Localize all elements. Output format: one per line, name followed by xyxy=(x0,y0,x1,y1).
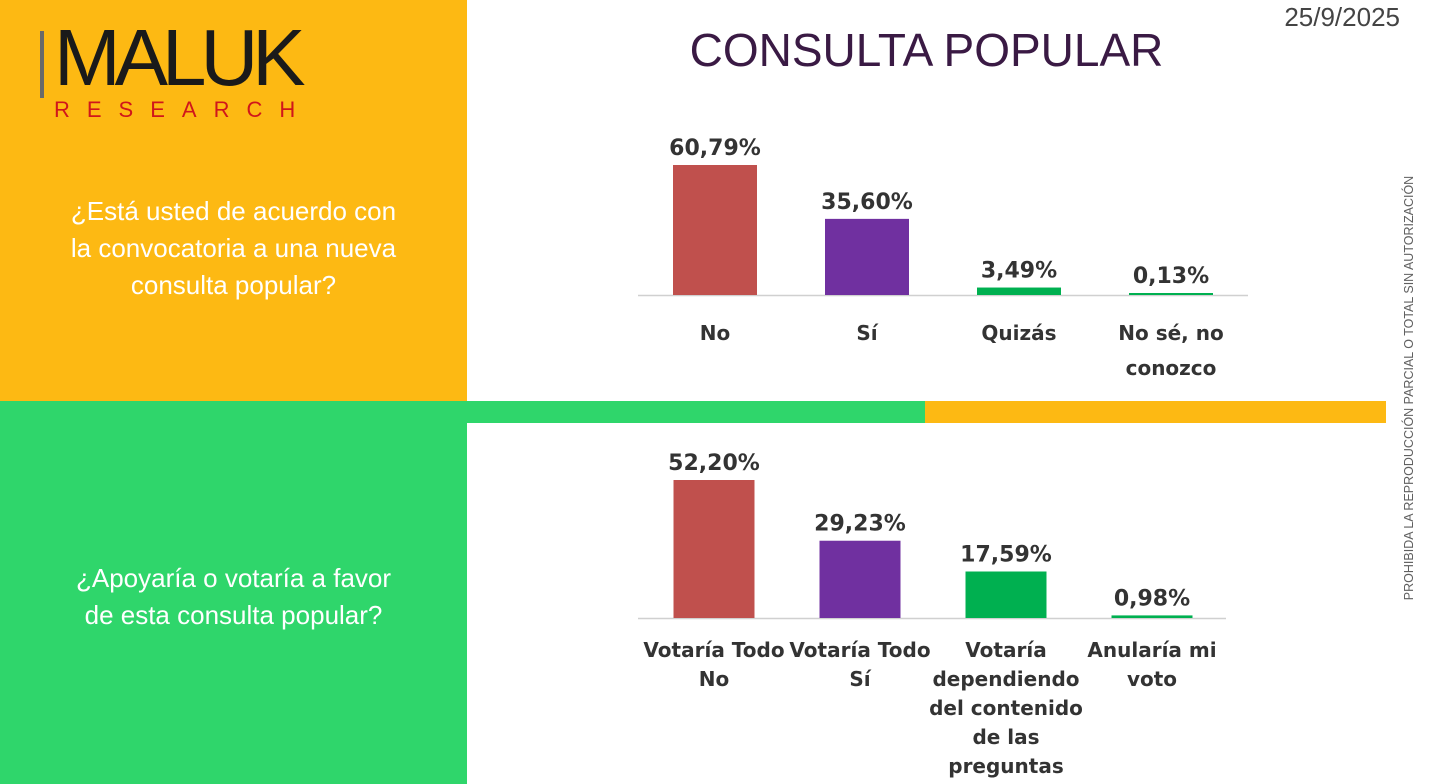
chart-1-bar-1 xyxy=(673,165,757,295)
chart-2-category-label-4: Anularía mi xyxy=(1087,638,1216,662)
logo-bar xyxy=(40,31,44,98)
chart-1-value-label-2: 35,60% xyxy=(821,190,913,215)
chart-2-category-label-2: Votaría Todo xyxy=(789,638,930,662)
chart-2-value-label-4: 0,98% xyxy=(1114,586,1190,611)
chart-1-bar-2 xyxy=(825,218,909,295)
chart-2-value-label-1: 52,20% xyxy=(668,451,760,476)
question-panel-bottom xyxy=(0,401,467,784)
chart-2-category-label-1: Votaría Todo xyxy=(643,638,784,662)
divider-strip-green xyxy=(467,401,925,423)
chart-2-value-label-3: 17,59% xyxy=(960,542,1052,567)
chart-1-value-label-4: 0,13% xyxy=(1133,264,1209,289)
chart-2-bar-4 xyxy=(1111,615,1193,618)
chart-1-bar-3 xyxy=(977,287,1061,295)
logo-subtitle: RESEARCH xyxy=(54,97,313,122)
chart-2-category-label-3: Votaría xyxy=(965,638,1046,662)
chart-1-category-label-3: Quizás xyxy=(981,321,1056,345)
chart-1-category-label-4: No sé, no xyxy=(1118,321,1223,345)
chart-1-category-label-4: conozco xyxy=(1126,356,1217,380)
chart-2-category-label-3: de las xyxy=(972,725,1039,749)
chart-2-bar-3 xyxy=(965,571,1047,618)
question-1: ¿Está usted de acuerdo con la convocator… xyxy=(70,196,397,300)
chart-1-bar-4 xyxy=(1129,293,1213,295)
question-panel-top xyxy=(0,0,467,401)
chart-2-category-label-3: dependiendo xyxy=(932,667,1079,691)
chart-2-bar-1 xyxy=(673,480,755,618)
chart-1-category-label-2: Sí xyxy=(856,321,878,345)
chart-2-category-label-1: No xyxy=(699,667,729,691)
chart-2-category-label-3: preguntas xyxy=(948,754,1064,778)
report-date: 25/9/2025 xyxy=(1284,2,1400,32)
chart-2-category-label-3: del contenido xyxy=(929,696,1083,720)
page-title: CONSULTA POPULAR xyxy=(689,24,1164,76)
chart-1-category-label-1: No xyxy=(700,321,730,345)
chart-1-value-label-3: 3,49% xyxy=(981,259,1057,284)
logo-wordmark: MALUK xyxy=(54,13,306,102)
chart-1-value-label-1: 60,79% xyxy=(669,136,761,161)
chart-2-bar-2 xyxy=(819,540,901,618)
divider-strip-yellow xyxy=(925,401,1386,423)
chart-2-value-label-2: 29,23% xyxy=(814,512,906,537)
question-2: ¿Apoyaría o votaría a favor de esta cons… xyxy=(75,563,392,630)
chart-2-category-label-4: voto xyxy=(1127,667,1177,691)
chart-2-category-label-2: Sí xyxy=(849,667,871,691)
